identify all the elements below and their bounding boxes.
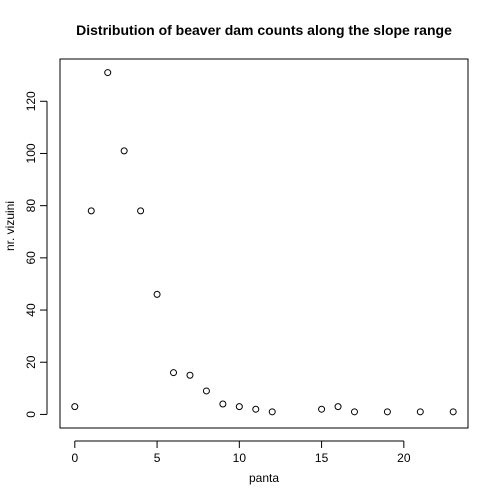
y-tick-label: 120 bbox=[24, 91, 38, 111]
y-tick-label: 60 bbox=[24, 251, 38, 265]
data-point bbox=[416, 408, 424, 416]
y-tick-label: 20 bbox=[24, 355, 38, 369]
data-point bbox=[449, 408, 457, 416]
x-axis: 0 5 10 15 20 bbox=[71, 440, 411, 465]
data-point bbox=[153, 290, 161, 298]
data-point bbox=[334, 403, 342, 411]
plot-frame bbox=[59, 58, 469, 429]
data-point bbox=[350, 408, 358, 416]
data-point bbox=[87, 207, 95, 215]
y-tick-label: 0 bbox=[24, 411, 38, 418]
data-point bbox=[383, 408, 391, 416]
data-point bbox=[235, 403, 243, 411]
y-tick-label: 100 bbox=[24, 143, 38, 163]
x-tick-label: 0 bbox=[71, 451, 78, 465]
data-point bbox=[219, 400, 227, 408]
data-point bbox=[202, 387, 210, 395]
data-point bbox=[104, 69, 112, 77]
data-point bbox=[137, 207, 145, 215]
data-point bbox=[268, 408, 276, 416]
y-axis-title: nr. vizuini bbox=[3, 201, 17, 251]
x-tick-label: 15 bbox=[315, 451, 329, 465]
chart-title: Distribution of beaver dam counts along … bbox=[76, 22, 452, 38]
y-tick-label: 40 bbox=[24, 303, 38, 317]
data-point bbox=[318, 405, 326, 413]
data-point bbox=[186, 371, 194, 379]
data-point bbox=[170, 369, 178, 377]
x-axis-title: panta bbox=[249, 471, 279, 485]
x-tick-label: 10 bbox=[233, 451, 247, 465]
x-tick-label: 5 bbox=[154, 451, 161, 465]
data-point bbox=[120, 147, 128, 155]
data-points bbox=[71, 69, 457, 416]
data-point bbox=[252, 405, 260, 413]
data-point bbox=[71, 403, 79, 411]
y-axis: 0 20 40 60 80 100 120 bbox=[24, 91, 48, 418]
x-tick-label: 20 bbox=[397, 451, 411, 465]
y-tick-label: 80 bbox=[24, 199, 38, 213]
